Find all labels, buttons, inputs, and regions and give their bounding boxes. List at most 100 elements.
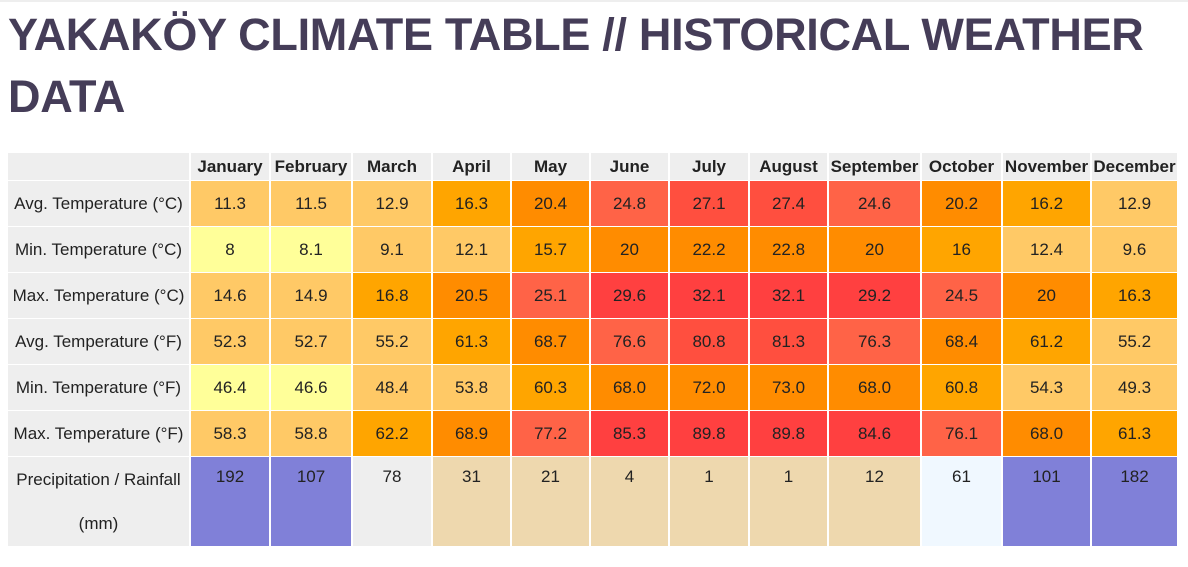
data-cell: 61.2	[1002, 318, 1092, 365]
data-cell: 68.0	[828, 364, 922, 411]
row-label: Avg. Temperature (°F)	[8, 318, 191, 365]
data-cell: 55.2	[352, 318, 433, 365]
month-header: February	[270, 153, 353, 181]
table-row: Min. Temperature (°F) 46.4 46.6 48.4 53.8 60.…	[8, 364, 1179, 411]
row-label: Avg. Temperature (°C)	[8, 180, 191, 227]
data-cell: 68.9	[432, 410, 512, 457]
data-cell: 61.3	[1091, 410, 1179, 457]
row-label: Precipitation / Rainfall (mm)	[8, 456, 191, 547]
data-cell: 12.1	[432, 226, 512, 273]
month-header: March	[352, 153, 433, 181]
data-cell: 20	[1002, 272, 1092, 319]
data-cell: 54.3	[1002, 364, 1092, 411]
table-row: Min. Temperature (°C) 8 8.1 9.1 12.1 15.7 20 22…	[8, 226, 1179, 273]
month-header: April	[432, 153, 512, 181]
data-cell: 15.7	[511, 226, 591, 273]
data-cell: 32.1	[749, 272, 829, 319]
top-divider	[0, 0, 1188, 2]
data-cell: 61	[921, 456, 1003, 547]
month-header: November	[1002, 153, 1092, 181]
data-cell: 16.3	[432, 180, 512, 227]
data-cell: 14.6	[190, 272, 271, 319]
data-cell: 25.1	[511, 272, 591, 319]
month-header: January	[190, 153, 271, 181]
data-cell: 62.2	[352, 410, 433, 457]
data-cell: 16.3	[1091, 272, 1179, 319]
data-cell: 9.6	[1091, 226, 1179, 273]
data-cell: 14.9	[270, 272, 353, 319]
data-cell: 8	[190, 226, 271, 273]
data-cell: 1	[669, 456, 750, 547]
data-cell: 27.4	[749, 180, 829, 227]
data-cell: 58.8	[270, 410, 353, 457]
data-cell: 52.7	[270, 318, 353, 365]
data-cell: 60.3	[511, 364, 591, 411]
month-header: December	[1091, 153, 1179, 181]
data-cell: 107	[270, 456, 353, 547]
month-header: October	[921, 153, 1003, 181]
data-cell: 182	[1091, 456, 1179, 547]
data-cell: 46.4	[190, 364, 271, 411]
data-cell: 68.4	[921, 318, 1003, 365]
data-cell: 76.3	[828, 318, 922, 365]
data-cell: 68.0	[1002, 410, 1092, 457]
data-cell: 46.6	[270, 364, 353, 411]
row-label: Max. Temperature (°C)	[8, 272, 191, 319]
data-cell: 12.9	[1091, 180, 1179, 227]
data-cell: 53.8	[432, 364, 512, 411]
data-cell: 24.6	[828, 180, 922, 227]
data-cell: 1	[749, 456, 829, 547]
data-cell: 52.3	[190, 318, 271, 365]
data-cell: 72.0	[669, 364, 750, 411]
data-cell: 80.8	[669, 318, 750, 365]
data-cell: 12	[828, 456, 922, 547]
month-header: August	[749, 153, 829, 181]
data-cell: 20	[590, 226, 670, 273]
data-cell: 192	[190, 456, 271, 547]
data-cell: 49.3	[1091, 364, 1179, 411]
data-cell: 77.2	[511, 410, 591, 457]
month-header: May	[511, 153, 591, 181]
data-cell: 20.5	[432, 272, 512, 319]
data-cell: 16	[921, 226, 1003, 273]
data-cell: 68.0	[590, 364, 670, 411]
data-cell: 89.8	[669, 410, 750, 457]
data-cell: 8.1	[270, 226, 353, 273]
data-cell: 61.3	[432, 318, 512, 365]
table-row: Avg. Temperature (°C) 11.3 11.5 12.9 16.3 20.…	[8, 180, 1179, 227]
data-cell: 73.0	[749, 364, 829, 411]
row-label: Min. Temperature (°C)	[8, 226, 191, 273]
data-cell: 29.6	[590, 272, 670, 319]
page-title: YAKAKÖY CLIMATE TABLE // HISTORICAL WEAT…	[8, 9, 1144, 122]
data-cell: 24.8	[590, 180, 670, 227]
data-cell: 20	[828, 226, 922, 273]
data-cell: 22.2	[669, 226, 750, 273]
data-cell: 29.2	[828, 272, 922, 319]
header-corner	[8, 153, 191, 181]
data-cell: 12.4	[1002, 226, 1092, 273]
data-cell: 84.6	[828, 410, 922, 457]
data-cell: 21	[511, 456, 591, 547]
data-cell: 60.8	[921, 364, 1003, 411]
table-row: Max. Temperature (°F) 58.3 58.8 62.2 68.9 77.…	[8, 410, 1179, 457]
data-cell: 32.1	[669, 272, 750, 319]
data-cell: 22.8	[749, 226, 829, 273]
header-row: January February March April May June Ju…	[8, 153, 1179, 181]
data-cell: 11.3	[190, 180, 271, 227]
table-row: Precipitation / Rainfall (mm) 192 107 78 31 2…	[8, 456, 1179, 547]
data-cell: 68.7	[511, 318, 591, 365]
climate-table: January February March April May June Ju…	[8, 153, 1179, 547]
data-cell: 78	[352, 456, 433, 547]
data-cell: 9.1	[352, 226, 433, 273]
data-cell: 4	[590, 456, 670, 547]
data-cell: 101	[1002, 456, 1092, 547]
data-cell: 31	[432, 456, 512, 547]
data-cell: 16.8	[352, 272, 433, 319]
data-cell: 58.3	[190, 410, 271, 457]
data-cell: 24.5	[921, 272, 1003, 319]
data-cell: 76.1	[921, 410, 1003, 457]
table-row: Avg. Temperature (°F) 52.3 52.7 55.2 61.3 68.…	[8, 318, 1179, 365]
data-cell: 20.2	[921, 180, 1003, 227]
data-cell: 55.2	[1091, 318, 1179, 365]
data-cell: 11.5	[270, 180, 353, 227]
